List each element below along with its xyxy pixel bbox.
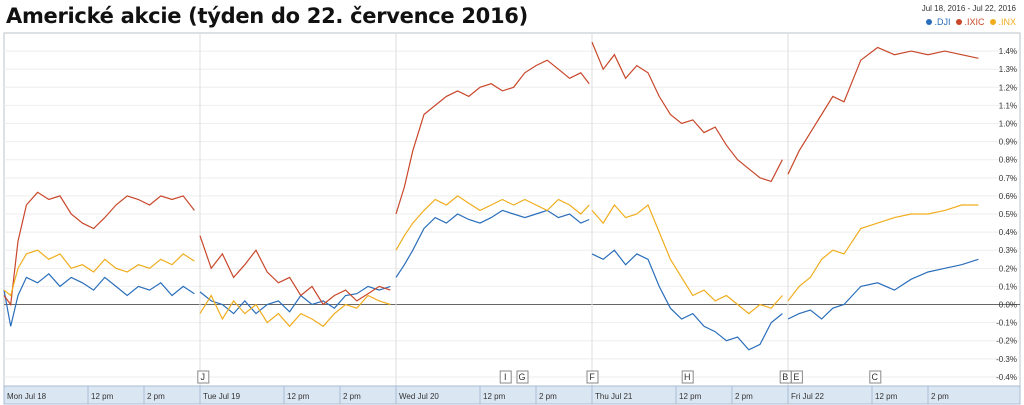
series-line-dji (3, 272, 195, 327)
event-marker-box (586, 370, 599, 384)
event-marker: H (681, 370, 694, 384)
y-tick-label: 0.9% (999, 138, 1017, 147)
legend-item-inx[interactable]: .INX (990, 17, 1016, 27)
event-marker-box (516, 370, 529, 384)
series-line-ixic (395, 59, 590, 215)
legend-label-ixic: .IXIC (964, 17, 985, 27)
legend-item-ixic[interactable]: .IXIC (956, 17, 984, 27)
y-tick-label: 1.0% (999, 120, 1017, 129)
series-line-ixic (199, 235, 391, 306)
y-tick-label: 0.2% (999, 264, 1017, 273)
series-line-inx (395, 195, 590, 251)
series-line-dji (395, 209, 590, 278)
event-marker-box (499, 370, 512, 384)
event-marker-label: G (518, 372, 525, 382)
y-tick-label: 0.3% (999, 246, 1017, 255)
event-marker: J (197, 370, 210, 384)
x-tick-label: 2 pm (343, 392, 361, 401)
y-tick-label: -0.4% (996, 373, 1017, 382)
series-line-ixic (3, 191, 195, 307)
x-tick-label: 2 pm (735, 392, 753, 401)
event-marker-label: B (782, 372, 788, 382)
x-tick-label: Wed Jul 20 (399, 392, 439, 401)
event-marker: F (586, 370, 599, 384)
event-marker-label: H (684, 372, 691, 382)
legend-dot-inx (990, 19, 997, 25)
plot-frame (3, 32, 1021, 387)
legend-label-dji: .DJI (934, 17, 951, 27)
x-tick-label: 2 pm (147, 392, 165, 401)
y-tick-label: -0.1% (996, 319, 1017, 328)
y-tick-label: 1.1% (999, 101, 1017, 110)
series-line-inx (199, 294, 391, 328)
y-tick-label: 0.0% (999, 301, 1017, 310)
event-marker-label: C (872, 372, 879, 382)
y-tick-label: 0.7% (999, 174, 1017, 183)
event-marker: G (516, 370, 529, 384)
event-marker: I (499, 370, 512, 384)
event-marker: B (779, 370, 792, 384)
x-tick-label: Tue Jul 19 (203, 392, 241, 401)
event-marker: E (790, 370, 803, 384)
series-line-ixic (591, 41, 783, 183)
x-tick-label: 12 pm (679, 392, 702, 401)
chart-title: Americké akcie (týden do 22. července 20… (6, 4, 528, 28)
legend-dot-dji (926, 19, 933, 25)
series-line-inx (3, 249, 195, 297)
x-tick-label: 12 pm (91, 392, 114, 401)
y-tick-label: -0.2% (996, 337, 1017, 346)
series-line-inx (787, 204, 979, 302)
date-range: Jul 18, 2016 - Jul 22, 2016 (921, 4, 1016, 13)
event-marker-box (869, 370, 882, 384)
series-line-inx (591, 203, 783, 315)
x-tick-label: Fri Jul 22 (791, 392, 824, 401)
series-line-ixic (787, 46, 979, 175)
y-tick-label: 1.4% (999, 47, 1017, 56)
legend-item-dji[interactable]: .DJI (926, 17, 950, 27)
y-tick-label: 0.8% (999, 156, 1017, 165)
event-marker-label: E (793, 372, 799, 382)
y-tick-label: 0.1% (999, 282, 1017, 291)
x-tick-label: Mon Jul 18 (7, 392, 47, 401)
x-tick-label: 12 pm (875, 392, 898, 401)
legend-dot-ixic (956, 19, 963, 25)
y-tick-label: 0.5% (999, 210, 1017, 219)
y-tick-label: 0.6% (999, 192, 1017, 201)
event-marker-box (197, 370, 210, 384)
y-tick-label: -0.3% (996, 355, 1017, 364)
y-tick-label: 1.2% (999, 83, 1017, 92)
legend: .DJI .IXIC .INX (926, 17, 1016, 27)
event-marker-label: J (201, 372, 206, 382)
series-line-dji (591, 249, 783, 351)
y-tick-label: 0.4% (999, 228, 1017, 237)
x-tick-label: 2 pm (931, 392, 949, 401)
y-tick-label: 1.3% (999, 65, 1017, 74)
x-tick-label: Thu Jul 21 (595, 392, 633, 401)
event-marker-box (681, 370, 694, 384)
x-tick-label: 12 pm (287, 392, 310, 401)
legend-label-inx: .INX (998, 17, 1016, 27)
event-marker-label: F (589, 372, 595, 382)
series-line-dji (787, 258, 979, 320)
x-tick-label: 2 pm (539, 392, 557, 401)
event-marker-label: I (504, 372, 507, 382)
series-line-dji (199, 285, 391, 315)
event-marker-box (790, 370, 803, 384)
x-tick-label: 12 pm (483, 392, 506, 401)
event-marker: C (869, 370, 882, 384)
